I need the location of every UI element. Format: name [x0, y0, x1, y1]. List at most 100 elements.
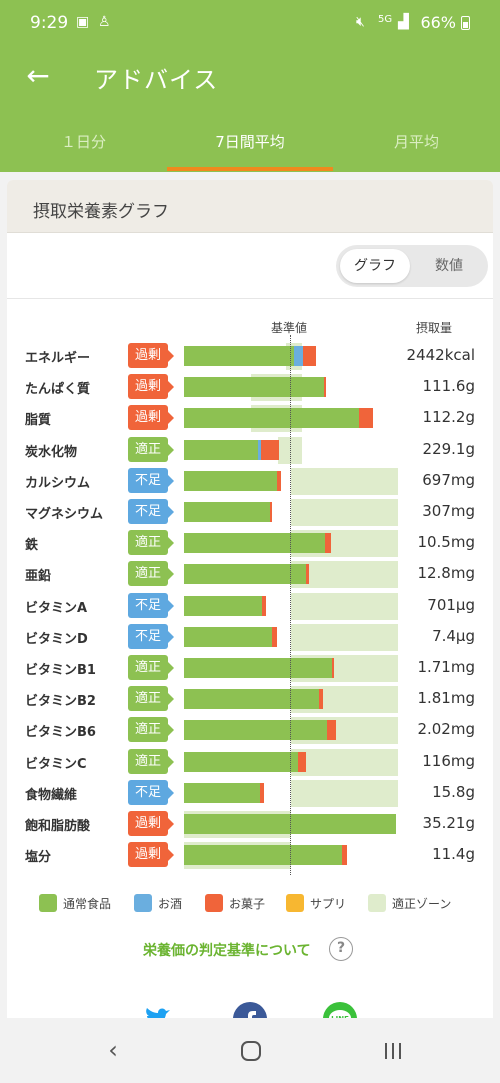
bar-alcohol — [257, 439, 262, 460]
nutrient-name: マグネシウム — [25, 507, 104, 522]
nutrient-row: ビタミンB2 適正 1.81mg — [7, 683, 493, 714]
bar-snack — [277, 470, 282, 491]
bar-food — [184, 782, 260, 803]
bar-snack — [261, 439, 280, 460]
intake-value: 10.5mg — [417, 533, 475, 552]
nutrient-row: カルシウム 不足 697mg — [7, 465, 493, 496]
toggle-graph-button[interactable]: グラフ — [340, 249, 410, 283]
bar-snack — [302, 346, 316, 366]
nutrient-name: たんぱく質 — [25, 382, 91, 398]
status-badge: 不足 — [128, 467, 174, 493]
nutrient-name: 塩分 — [25, 850, 52, 866]
nutrient-name: 亜鉛 — [25, 569, 52, 585]
nutrient-row: 亜鉛 適正 12.8mg — [7, 558, 493, 589]
nav-back-icon[interactable]: ‹ — [108, 1036, 118, 1064]
legend-label: お菓子 — [229, 897, 266, 911]
intake-value: 7.4μg — [432, 626, 475, 645]
bar-food — [184, 658, 332, 678]
bar-food — [184, 814, 396, 834]
legend-label: 適正ゾーン — [392, 897, 452, 911]
bar-food — [184, 346, 295, 366]
proper-zone — [278, 436, 302, 464]
bar-food — [184, 564, 306, 585]
standard-value-line — [290, 335, 291, 875]
status-badge: 適正 — [128, 530, 174, 556]
status-badge: 適正 — [128, 436, 174, 462]
status-time: 9:29 — [30, 13, 69, 33]
status-badge: 過剰 — [128, 343, 174, 368]
nutrient-name: ビタミンD — [25, 631, 88, 647]
tab-7day-average[interactable]: 7日間平均 — [215, 133, 285, 151]
bar-snack — [327, 720, 336, 741]
card-header: 摂取栄養素グラフ — [7, 180, 493, 233]
legend-label: お酒 — [158, 897, 183, 911]
bar-snack — [298, 751, 306, 772]
nav-home-icon[interactable] — [236, 1036, 266, 1066]
intake-value: 1.71mg — [417, 658, 475, 676]
intake-value: 112.2g — [422, 408, 475, 427]
mute-icon: 🔇︎ — [356, 14, 365, 30]
intake-header: 摂取量 — [416, 321, 453, 335]
nutrient-graph-card: 摂取栄養素グラフ グラフ 数値 基準値 摂取量 エネルギー 過剰 2442kcal た… — [7, 180, 493, 1040]
nutrient-name: 飽和脂肪酸 — [25, 819, 91, 834]
nutrient-row: 食物繊維 不足 15.8g — [7, 777, 493, 808]
bar-food — [184, 439, 258, 460]
nutrient-row: ビタミンB1 適正 1.71mg — [7, 652, 493, 683]
nutrient-row: エネルギー 過剰 2442kcal — [7, 340, 493, 371]
status-badge: 過剰 — [128, 405, 174, 431]
toggle-numbers-button[interactable]: 数値 — [435, 258, 463, 274]
legend-swatch — [368, 894, 386, 912]
divider — [7, 298, 493, 299]
intake-value: 116mg — [422, 751, 475, 770]
app-bar: ← アドバイス １日分 7日間平均 月平均 — [0, 46, 500, 172]
nutrient-name: 炭水化物 — [25, 444, 78, 460]
bar-food — [184, 626, 272, 647]
nutrient-name: エネルギー — [25, 351, 91, 366]
proper-zone — [291, 623, 398, 651]
nutrient-name: ビタミンB6 — [25, 725, 96, 741]
back-arrow-icon[interactable]: ← — [26, 59, 50, 92]
bar-food — [184, 533, 326, 554]
nutrient-name: ビタミンB1 — [25, 663, 96, 678]
bar-food — [184, 377, 325, 398]
intake-value: 307mg — [422, 502, 475, 520]
network-type: 5G — [378, 14, 393, 25]
criteria-link[interactable]: 栄養価の判定基準について — [143, 943, 311, 959]
status-badge: 過剰 — [128, 842, 174, 868]
legend-swatch — [39, 894, 57, 912]
nav-recents-icon[interactable] — [378, 1036, 408, 1066]
nutrient-row: たんぱく質 過剰 111.6g — [7, 371, 493, 402]
proper-zone — [291, 592, 398, 620]
page-title: アドバイス — [94, 66, 219, 94]
bar-snack — [269, 502, 272, 522]
bar-snack — [342, 845, 347, 866]
status-badge: 適正 — [128, 655, 174, 680]
intake-value: 2.02mg — [417, 720, 475, 739]
proper-zone — [291, 467, 398, 495]
tab-one-day[interactable]: １日分 — [60, 133, 106, 151]
bar-snack — [271, 626, 278, 647]
status-badge: 適正 — [128, 561, 174, 587]
nutrient-row: 飽和脂肪酸 過剰 35.21g — [7, 808, 493, 839]
bar-snack — [324, 377, 327, 398]
status-badge: 不足 — [128, 779, 174, 805]
bar-food — [184, 408, 360, 429]
status-badge: 過剰 — [128, 374, 174, 400]
proper-zone — [291, 499, 398, 526]
intake-value: 697mg — [422, 470, 475, 489]
bar-food — [184, 595, 263, 616]
status-bar: 9:29 ▣ ♙ 🔇︎ 5G ▟ 66% — [0, 0, 500, 46]
nutrient-row: ビタミンC 適正 116mg — [7, 746, 493, 777]
nutrient-row: 脂質 過剰 112.2g — [7, 402, 493, 433]
nutrient-row: ビタミンA 不足 701μg — [7, 590, 493, 621]
bar-snack — [305, 564, 310, 585]
legend-label: サプリ — [310, 897, 347, 911]
bar-food — [184, 470, 278, 491]
legend-swatch — [205, 894, 223, 912]
status-badge: 過剰 — [128, 811, 174, 836]
nutrient-name: カルシウム — [25, 475, 91, 491]
bar-alcohol — [294, 346, 303, 366]
help-icon[interactable]: ? — [329, 937, 353, 961]
intake-value: 35.21g — [422, 814, 475, 832]
tab-monthly-average[interactable]: 月平均 — [393, 133, 439, 151]
